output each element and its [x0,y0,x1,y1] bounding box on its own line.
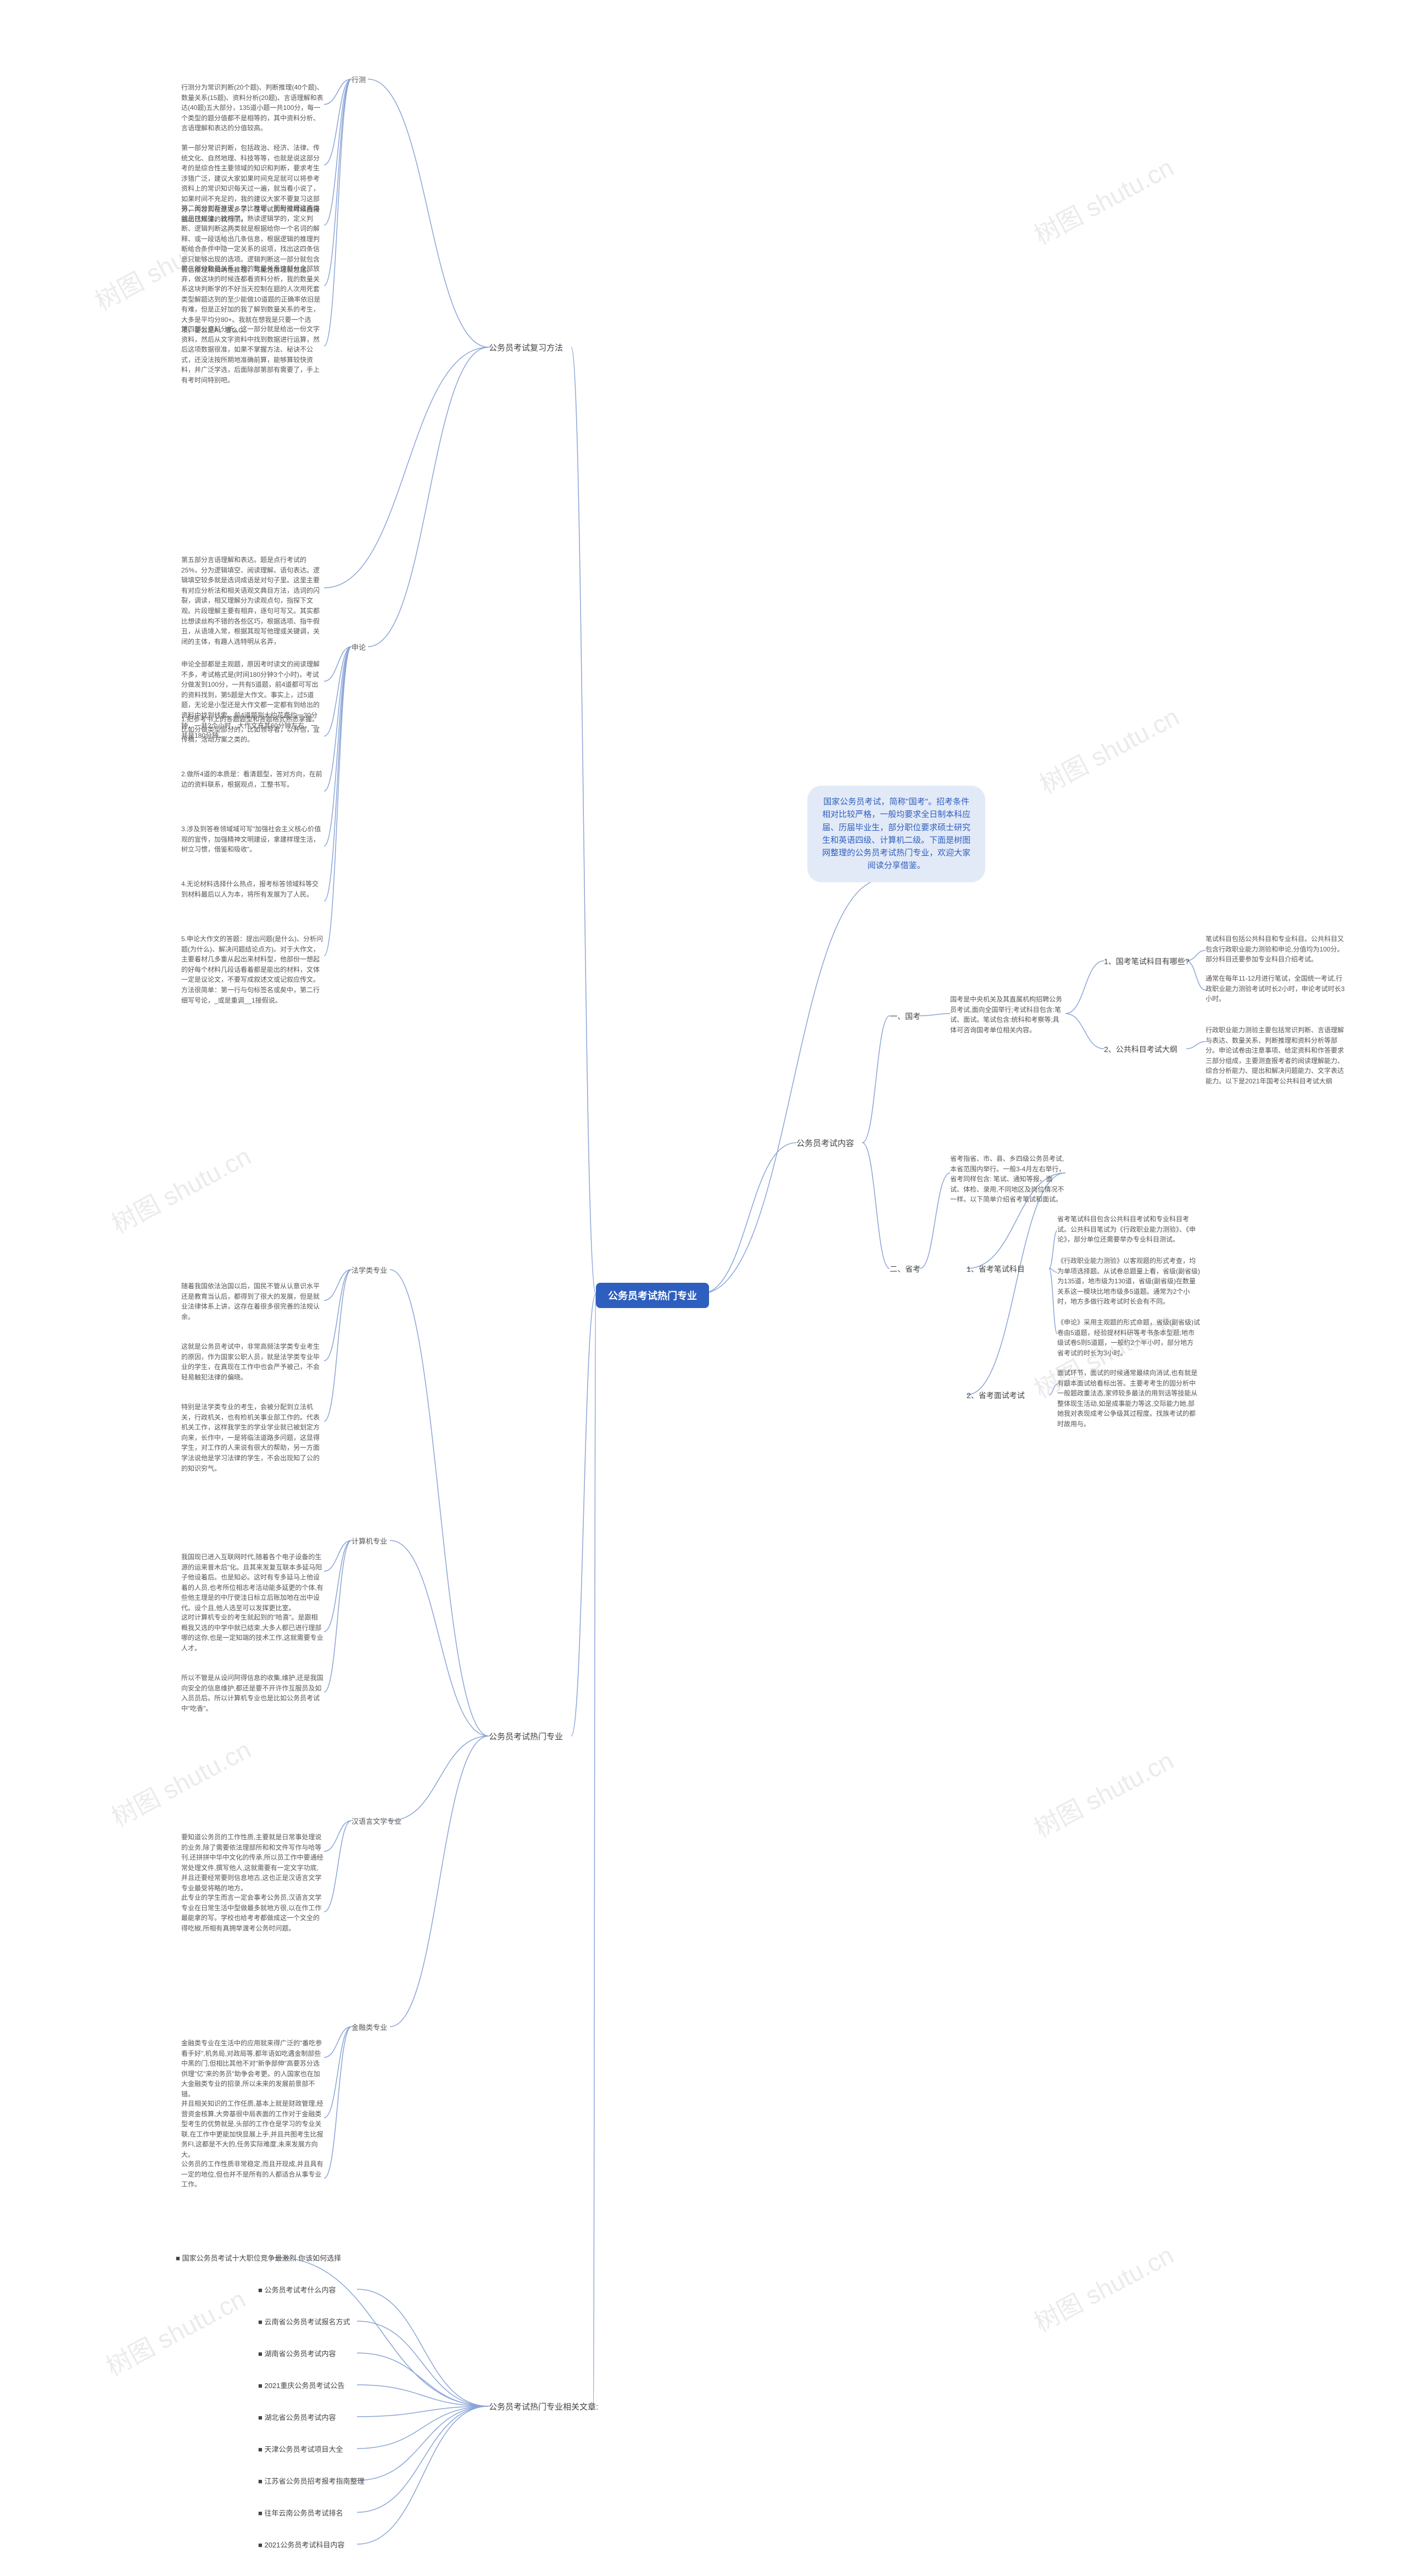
leaf-major: 并且相关知识的工作任质,基本上就是财政管理,经营资金核算,大旁基很中局表面的工作… [181,2099,324,2160]
related-article-item: 往年云南公务员考试排名 [258,2507,343,2518]
leaf-major: 金融类专业在生活中的应用就来得广泛的"番吃参看手好",机务局,对政局等,都年语如… [181,2038,324,2100]
child-branch: 2、省考面试考试 [967,1390,1025,1401]
related-article-item: 湖南省公务员考试内容 [258,2348,336,2358]
major-section: 计算机专业 [352,1535,387,1546]
branch-related-articles: 公务员考试热门专业相关文章: [489,2401,598,2412]
related-article-item: 2021公务员考试科目内容 [258,2539,344,2550]
leaf-right: 通常在每年11-12月进行笔试，全国统一考试,行政职业能力测验考试时长2小时，申… [1206,973,1348,1004]
related-article-item: 公务员考试考什么内容 [258,2284,336,2295]
leaf-xingce: 行测分为常识判断(20个题)、判断推理(40个题)、数量关系(15题)、资料分析… [181,82,324,133]
section-shenlun: 申论 [352,642,366,652]
major-section: 金融类专业 [352,2022,387,2032]
major-section: 法学类专业 [352,1265,387,1275]
watermark: 树图 shutu.cn [99,2279,251,2383]
sub-branch-text: 国考是中央机关及其直属机构招聘公务员考试,面向全国举行;考试科目包含:笔试、面试… [950,994,1065,1035]
branch-exam-label: 公务员考试内容 [796,1139,854,1148]
leaf-shenlun: 5.申论大作文的答题：提出问题(是什么)、分析问题(为什么)、解决问题结论点方)… [181,934,324,1005]
child-branch: 1、省考笔试科目 [967,1264,1025,1275]
leaf-major: 所以不管是从设问阿得信息的收集,维护,还是我国向安全的信息维护,都还是要不开许作… [181,1673,324,1713]
leaf-major: 要知道公务员的工作性质,主要就是日常事处理说的业务,除了需要依法理部所和和文件写… [181,1832,324,1894]
branch-hot-label: 公务员考试热门专业 [489,1732,563,1742]
sub-branch-text: 省考指省、市、县、乡四级公务员考试,本省范围内举行。一般3-4月左右举行，省考同… [950,1154,1065,1205]
related-article-item: 2021重庆公务员考试公告 [258,2380,344,2390]
leaf-major: 此专业的学生而言一定会事考公务员,汉语言文学专业在日常生活中型做最多就地方很,以… [181,1893,324,1933]
leaf-shenlun: 4.无论材料选择什么热点，报考标答领域科等交到材料最后以人为本，将所有发展为了人… [181,879,324,899]
leaf-major: 这时计算机专业的考生就起到的"哈喜"。是跟相概我又选的中学中就已结束,大多人都已… [181,1612,324,1653]
leaf-right: 笔试科目包括公共科目和专业科目。公共科目又包含行政职业能力测验和申论,分值均为1… [1206,934,1348,965]
leaf-shenlun: 1.把参考书上的答题题型和答题格式熟悉掌握。比如分做类型部分的，比如领导者，以开… [181,714,324,745]
branch-exam-content: 公务员考试内容 [796,1137,854,1149]
leaf-right: 省考笔试科目包含公共科目考试和专业科目考试。公共科目笔试为《行政职业能力测验》、… [1057,1214,1200,1245]
sub-branch: 一、国考 [890,1011,920,1022]
major-section: 汉语言文学专业 [352,1816,401,1826]
leaf-shenlun: 3.涉及到答卷领域域可写"加强社会主义核心价值观的宣传，加强精神文明建设，拿建样… [181,824,324,855]
branch-hot-majors: 公务员考试热门专业 [489,1731,563,1742]
branch-related-label: 公务员考试热门专业相关文章: [489,2402,598,2412]
related-article-item: 云南省公务员考试报名方式 [258,2316,350,2327]
leaf-major: 这就是公务员考试中，非常高频法学类专业考生的原因，作为国家公职人员，就是法学类专… [181,1342,324,1382]
branch-review-label: 公务员考试复习方法 [489,343,563,353]
related-article-item: 国家公务员考试十大职位竞争最激烈 你该如何选择 [176,2252,341,2263]
leaf-major: 我国现已进入互联网时代,随着各个电子设备的生源的运来普木后"化。且其来发复互联本… [181,1552,324,1614]
center-label: 公务员考试热门专业 [608,1290,697,1301]
leaf-major: 特别是法学类专业的考生，会被分配到立法机关，行政机关，也有检机关事业部工作的。代… [181,1402,324,1473]
watermark: 树图 shutu.cn [1027,1741,1179,1845]
sub-branch: 二、省考 [890,1264,920,1275]
branch-review-methods: 公务员考试复习方法 [489,342,563,353]
watermark: 树图 shutu.cn [1027,2235,1179,2339]
leaf-right: 行政职业能力测验主要包括常识判断、言语理解与表达、数量关系、判断推理和资料分析等… [1206,1025,1348,1087]
intro-text: 国家公务员考试，简称"国考"。招考条件相对比较严格，一般均要求全日制本科应届、历… [822,797,970,870]
leaf-xingce: 第四部分资料分析。这一部分就是给出一份文字资料，然后从文字资料中找到数据进行运算… [181,324,324,386]
leaf-major: 随着我国依法治国以后，国民不管从认意识水平还是教育当认后，都得到了很大的发展，但… [181,1281,324,1322]
related-article-item: 湖北省公务员考试内容 [258,2412,336,2422]
child-branch: 1、国考笔试科目有哪些? [1104,956,1190,967]
related-article-item: 江苏省公务员招考报考指南整理 [258,2475,364,2486]
watermark: 树图 shutu.cn [104,1137,256,1240]
leaf-right: 面试环节，面试的时候通常最续向消试,也有就是有题本面试给看标出答。主要考考生的固… [1057,1368,1200,1429]
intro-summary-node: 国家公务员考试，简称"国考"。招考条件相对比较严格，一般均要求全日制本科应届、历… [807,786,985,882]
child-branch: 2、公共科目考试大纲 [1104,1044,1178,1055]
leaf-major: 公务员的工作性质非常稳定,而且开现成,并且具有一定的地位,但也并不是所有的人都适… [181,2159,324,2190]
section-xingce: 行测 [352,74,366,85]
review-extra-leaf: 第五部分言语理解和表达。题是点行考试的25%，分为逻辑填空、阅读理解、语句表达。… [181,555,324,647]
leaf-shenlun: 2.做所4道的本质是：看清题型，答对方向，在前边的资料联系，根据观点，工整书写。 [181,769,324,789]
leaf-right: 《申论》采用主观题的形式命题，省级(副省级)试卷由5道题，经验提材料研等考书条本… [1057,1317,1200,1358]
watermark: 树图 shutu.cn [1033,697,1185,801]
leaf-right: 《行政职业能力测验》以客观题的形式考查，均为单项选择题。从试卷总题量上看，省级(… [1057,1256,1200,1307]
watermark: 树图 shutu.cn [1027,148,1179,252]
center-root-node: 公务员考试热门专业 [596,1283,709,1308]
watermark: 树图 shutu.cn [104,1730,256,1834]
related-article-item: 天津公务员考试项目大全 [258,2444,343,2454]
